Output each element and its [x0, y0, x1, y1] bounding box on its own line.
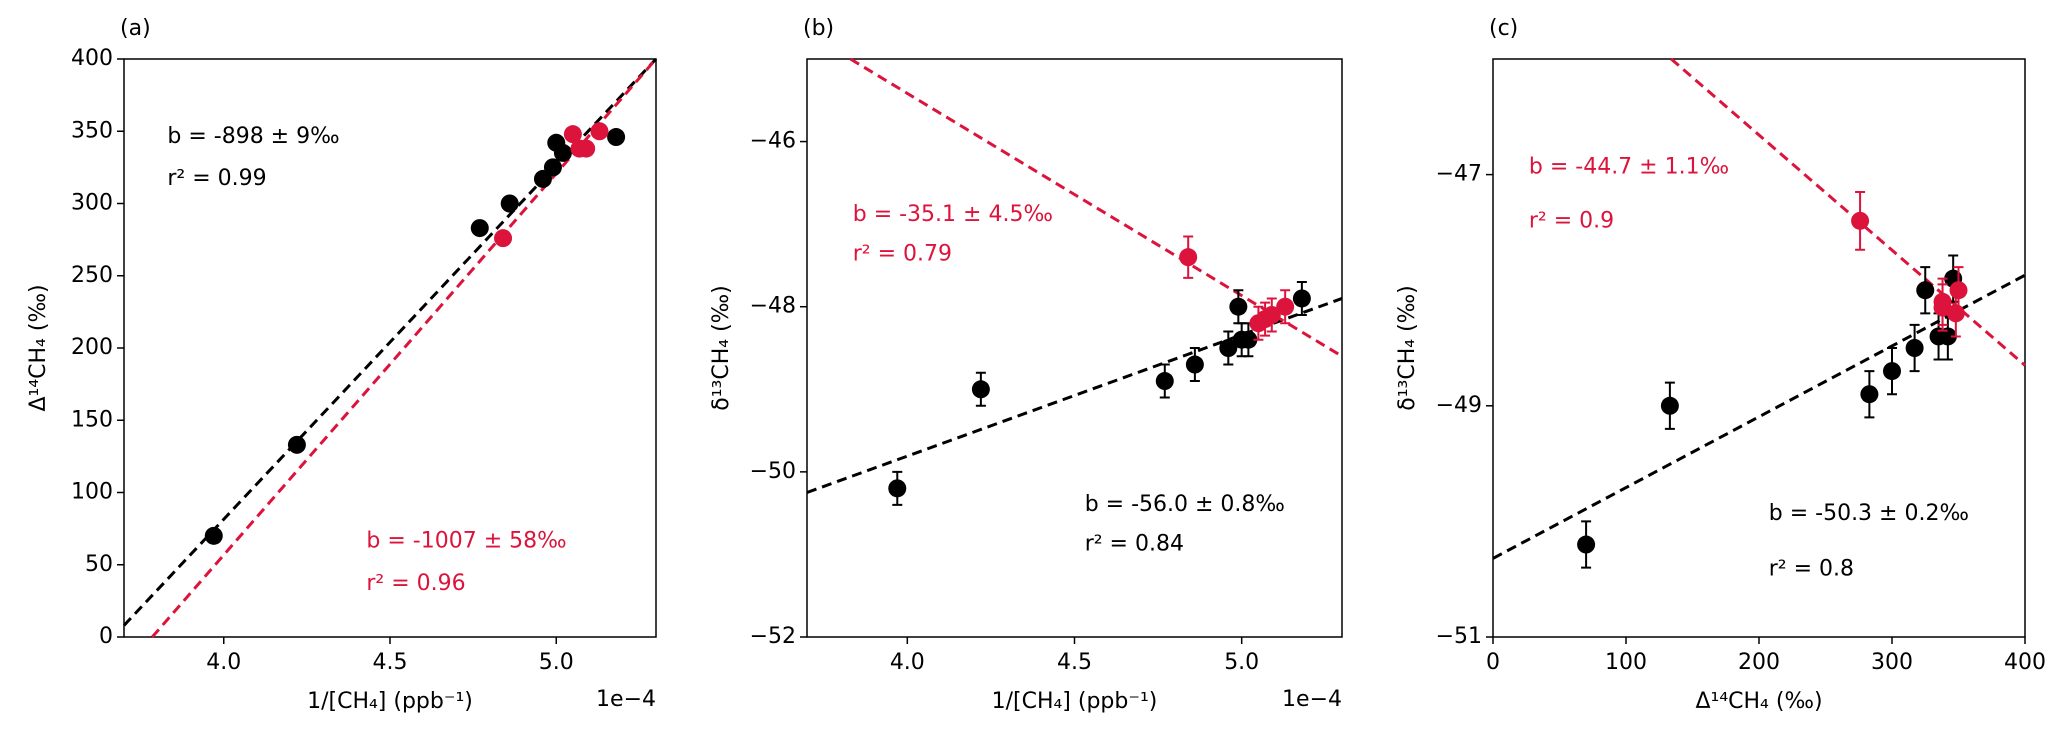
annotation: r² = 0.8: [1769, 556, 1854, 581]
point: [563, 125, 582, 144]
annotation: r² = 0.99: [167, 166, 266, 191]
point: [577, 139, 596, 158]
y-tick-label: 300: [71, 191, 113, 216]
y-tick-label: −49: [1436, 393, 1482, 418]
panel-label: (c): [1489, 16, 1518, 41]
x-axis-label: Δ¹⁴CH₄ (‰): [1695, 689, 1822, 714]
y-tick-label: 350: [71, 118, 113, 143]
annotation: r² = 0.9: [1529, 208, 1614, 233]
y-tick-label: 200: [71, 335, 113, 360]
y-axis-label: Δ¹⁴CH₄ (‰): [26, 284, 51, 411]
y-tick-label: 400: [71, 46, 113, 71]
point: [287, 435, 306, 454]
point: [1905, 339, 1924, 357]
x-tick-label: 5.0: [539, 650, 574, 675]
x-tick-label: 5.0: [1224, 650, 1259, 675]
x-tick-label: 100: [1605, 650, 1647, 675]
x-tick-label: 400: [2004, 650, 2046, 675]
x-offset-label: 1e−4: [596, 687, 656, 712]
y-tick-label: −50: [750, 459, 796, 484]
point: [1219, 339, 1238, 357]
point: [888, 479, 907, 498]
x-offset-label: 1e−4: [1282, 687, 1342, 712]
y-axis-label: δ¹³CH₄ (‰): [1395, 285, 1420, 411]
point: [1938, 327, 1957, 346]
annotation: b = -50.3 ± 0.2‰: [1769, 501, 1969, 526]
y-tick-label: 100: [71, 480, 113, 505]
y-axis-label: δ¹³CH₄ (‰): [709, 285, 734, 411]
point: [1185, 355, 1204, 374]
y-tick-label: −46: [750, 129, 796, 154]
point: [1262, 305, 1281, 324]
x-tick-label: 4.5: [1057, 650, 1092, 675]
annotation: b = -898 ± 9‰: [167, 124, 339, 149]
point: [1292, 289, 1311, 308]
point: [971, 380, 990, 399]
x-tick-label: 200: [1738, 650, 1780, 675]
point: [1660, 396, 1679, 415]
annotation: b = -44.7 ± 1.1‰: [1529, 154, 1729, 179]
y-tick-label: −51: [1436, 624, 1482, 649]
point: [1933, 298, 1952, 317]
point: [1239, 330, 1258, 349]
plot-frame: [123, 58, 657, 638]
annotation: r² = 0.84: [1085, 531, 1184, 556]
x-tick-label: 4.5: [373, 650, 408, 675]
annotation: r² = 0.96: [366, 571, 465, 596]
point: [1883, 362, 1901, 381]
fit-line: [1492, 273, 2026, 560]
y-tick-label: 250: [71, 263, 113, 288]
point: [1276, 297, 1295, 316]
annotation: b = -35.1 ± 4.5‰: [853, 202, 1053, 227]
x-tick-label: 4.0: [206, 650, 241, 675]
x-axis-label: 1/[CH₄] (ppb⁻¹): [992, 689, 1158, 714]
y-tick-label: 0: [99, 624, 113, 649]
y-tick-label: 150: [71, 407, 113, 432]
point: [1577, 535, 1596, 554]
y-tick-label: 50: [85, 552, 113, 577]
point: [543, 158, 562, 177]
point: [1155, 372, 1174, 391]
x-tick-label: 300: [1871, 650, 1913, 675]
point: [1860, 385, 1879, 404]
point: [1179, 248, 1198, 267]
y-tick-label: −47: [1436, 162, 1482, 187]
point: [590, 122, 609, 141]
plot-frame: [1492, 58, 2026, 638]
point: [1949, 281, 1968, 300]
x-tick-label: 4.0: [890, 650, 925, 675]
x-tick-label: 0: [1486, 650, 1500, 675]
point: [500, 194, 519, 213]
annotation: r² = 0.79: [853, 241, 952, 266]
point: [470, 219, 489, 238]
y-tick-label: −52: [750, 624, 796, 649]
point: [494, 229, 513, 248]
point: [204, 526, 223, 545]
annotation: b = -1007 ± 58‰: [366, 529, 566, 554]
point: [1916, 281, 1935, 300]
plot-frame: [806, 58, 1343, 638]
panel-label: (a): [120, 16, 151, 41]
fit-line: [1670, 57, 2026, 367]
point: [553, 143, 572, 162]
x-axis-label: 1/[CH₄] (ppb⁻¹): [307, 689, 473, 714]
point: [1229, 297, 1248, 316]
panel-label: (b): [803, 16, 834, 41]
y-tick-label: −48: [750, 294, 796, 319]
point: [1851, 211, 1870, 230]
point: [607, 128, 626, 147]
annotation: b = -56.0 ± 0.8‰: [1085, 492, 1285, 517]
